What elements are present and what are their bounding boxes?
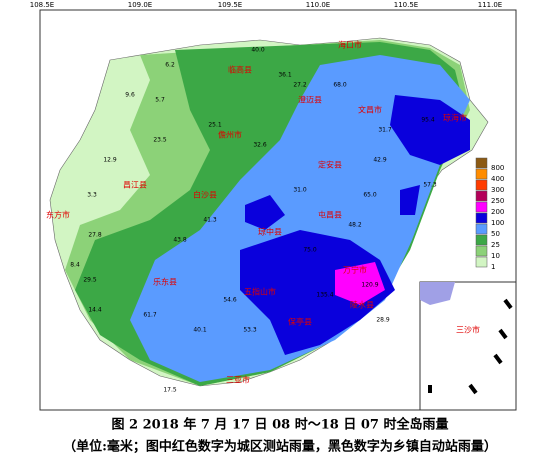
station-value: 36.1 [278,72,292,79]
station-value: 53.3 [243,327,257,334]
legend-label: 800 [491,164,504,172]
legend-label: 200 [491,208,504,216]
legend-label: 400 [491,175,504,183]
station-value: 12.9 [103,157,117,164]
city-label: 琼中县 [258,227,282,237]
station-value: 61.7 [143,312,157,319]
legend-swatch [475,245,488,257]
legend-swatch [475,190,488,202]
legend-swatch [475,179,488,191]
city-label: 东方市 [46,210,70,220]
legend-label: 50 [491,230,500,238]
city-label: 海口市 [338,40,362,50]
station-value: 43.8 [173,237,187,244]
station-value: 48.2 [348,222,362,229]
station-value: 68.0 [333,82,347,89]
city-label: 三亚市 [226,375,250,385]
city-label: 万宁市 [343,265,367,275]
station-value: 17.5 [163,387,177,394]
station-value: 28.9 [376,317,390,324]
zone-100 [240,95,470,355]
station-value: 95.4 [421,117,435,124]
zone-50 [130,55,470,382]
legend-swatch [475,212,488,224]
axis-label: 109.5E [218,1,242,9]
city-label: 陵水县 [350,300,374,310]
legend-label: 25 [491,241,500,249]
city-label: 保亭县 [288,317,312,327]
city-label: 澄迈县 [298,95,322,105]
station-value: 6.2 [165,62,175,69]
zone-200 [335,262,385,305]
inset-boundary [428,298,513,395]
station-value: 25.1 [208,122,222,129]
legend-label: 1 [491,263,495,271]
station-value: 54.6 [223,297,237,304]
legend-swatch [475,223,488,235]
city-label: 屯昌县 [318,210,342,220]
station-value: 9.6 [125,92,135,99]
legend-swatch [475,168,488,180]
station-value: 40.0 [251,47,265,54]
inset-land [420,282,455,305]
station-value: 3.3 [87,192,97,199]
station-value: 75.0 [303,247,317,254]
station-value: 57.3 [423,182,437,189]
station-value: 5.7 [155,97,165,104]
city-label: 白沙县 [193,190,217,200]
city-label: 昌江县 [123,181,147,190]
station-value: 29.5 [83,277,97,284]
station-value: 14.4 [88,307,102,314]
station-value: 42.9 [373,157,387,164]
station-value: 120.9 [361,282,378,289]
city-label: 临高县 [228,65,252,75]
legend-label: 300 [491,186,504,194]
station-value: 65.0 [363,192,377,199]
axis-label: 110.5E [394,1,418,9]
station-value: 135.4 [316,292,333,299]
legend-label: 10 [491,252,500,260]
city-label: 文昌市 [358,105,382,115]
axis-label: 108.5E [30,1,54,9]
station-value: 40.1 [193,327,207,334]
station-value: 27.2 [293,82,307,89]
axis-label: 109.0E [128,1,152,9]
station-value: 32.6 [253,142,267,149]
caption-title: 图 2 2018 年 7 月 17 日 08 时～18 日 07 时全岛雨量 [112,417,449,433]
city-label: 三沙市 [456,325,480,335]
city-label: 儋州市 [218,130,242,140]
axis-label: 110.0E [306,1,330,9]
station-value: 23.5 [153,137,167,144]
city-label: 乐东县 [153,277,177,287]
legend-label: 250 [491,197,504,205]
legend-swatch [475,256,488,268]
station-value: 41.3 [203,217,217,224]
axis-label: 111.0E [478,1,502,9]
station-value: 27.8 [88,232,102,239]
legend-swatch [475,234,488,246]
station-value: 8.4 [70,262,80,269]
city-label: 定安县 [318,160,342,170]
city-label: 琼海市 [443,113,467,123]
legend-swatch [475,201,488,213]
legend-label: 100 [491,219,504,227]
city-label: 五指山市 [244,287,276,297]
caption-note: （单位:毫米；图中红色数字为城区测站雨量，黑色数字为乡镇自动站雨量） [63,439,497,455]
station-value: 31.7 [378,127,392,134]
station-value: 31.0 [293,187,307,194]
legend-swatch [475,157,488,169]
